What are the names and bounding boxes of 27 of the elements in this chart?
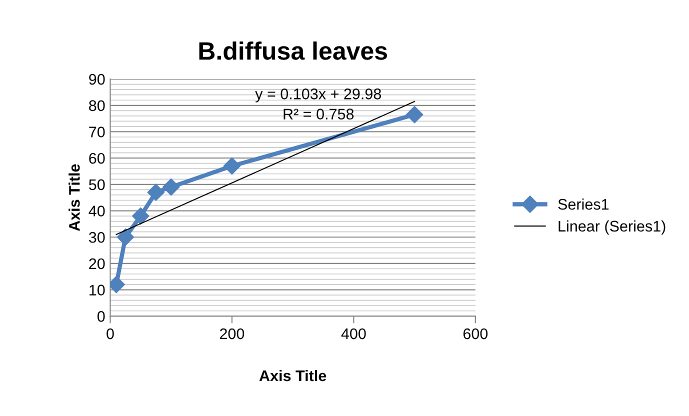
chart-title: B.diffusa leaves [199,41,387,60]
point [406,106,424,124]
x-tick-label: 0 [106,328,114,340]
x-tick-label: 400 [341,328,366,340]
y-axis-title: Axis Title [68,164,80,232]
x-axis-title: Axis Title [259,370,326,382]
point [132,207,150,225]
point [116,228,134,246]
legend-label: Series1 [558,198,609,210]
legend-label: Linear (Series1) [558,220,666,235]
x-tick-label: 600 [463,328,488,340]
annotation: y = 0.103x + 29.98 [255,88,382,102]
y-tick-label: 40 [88,206,105,216]
y-tick-label: 80 [89,100,105,112]
y-tick-label: 60 [89,152,105,164]
y-tick-label: 50 [89,179,105,190]
y-tick-label: 70 [89,126,105,138]
y-tick-label: 10 [90,284,105,296]
y-tick-label: 20 [89,258,105,270]
y-tick-label: 30 [88,232,105,243]
point [162,178,180,196]
point [147,184,164,201]
point [223,157,241,175]
y-tick-label: 90 [89,74,105,85]
annotation: R² = 0.758 [284,108,354,120]
y-tick-label: 0 [97,311,105,322]
x-tick-label: 200 [220,328,244,340]
